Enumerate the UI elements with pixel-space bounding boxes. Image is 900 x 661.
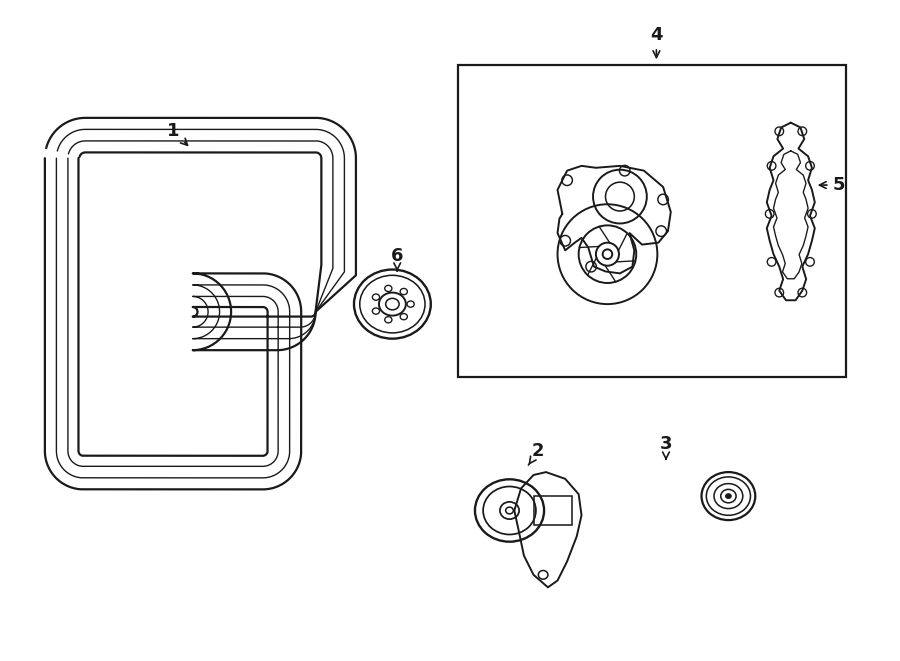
Bar (534, 496, 572, 525)
Bar (458, 65, 847, 377)
Text: 4: 4 (650, 26, 662, 58)
Text: 3: 3 (660, 435, 672, 459)
Text: 2: 2 (528, 442, 544, 465)
Text: 5: 5 (819, 176, 845, 194)
Text: 1: 1 (167, 122, 187, 145)
Ellipse shape (725, 494, 732, 498)
Text: 6: 6 (391, 247, 403, 271)
